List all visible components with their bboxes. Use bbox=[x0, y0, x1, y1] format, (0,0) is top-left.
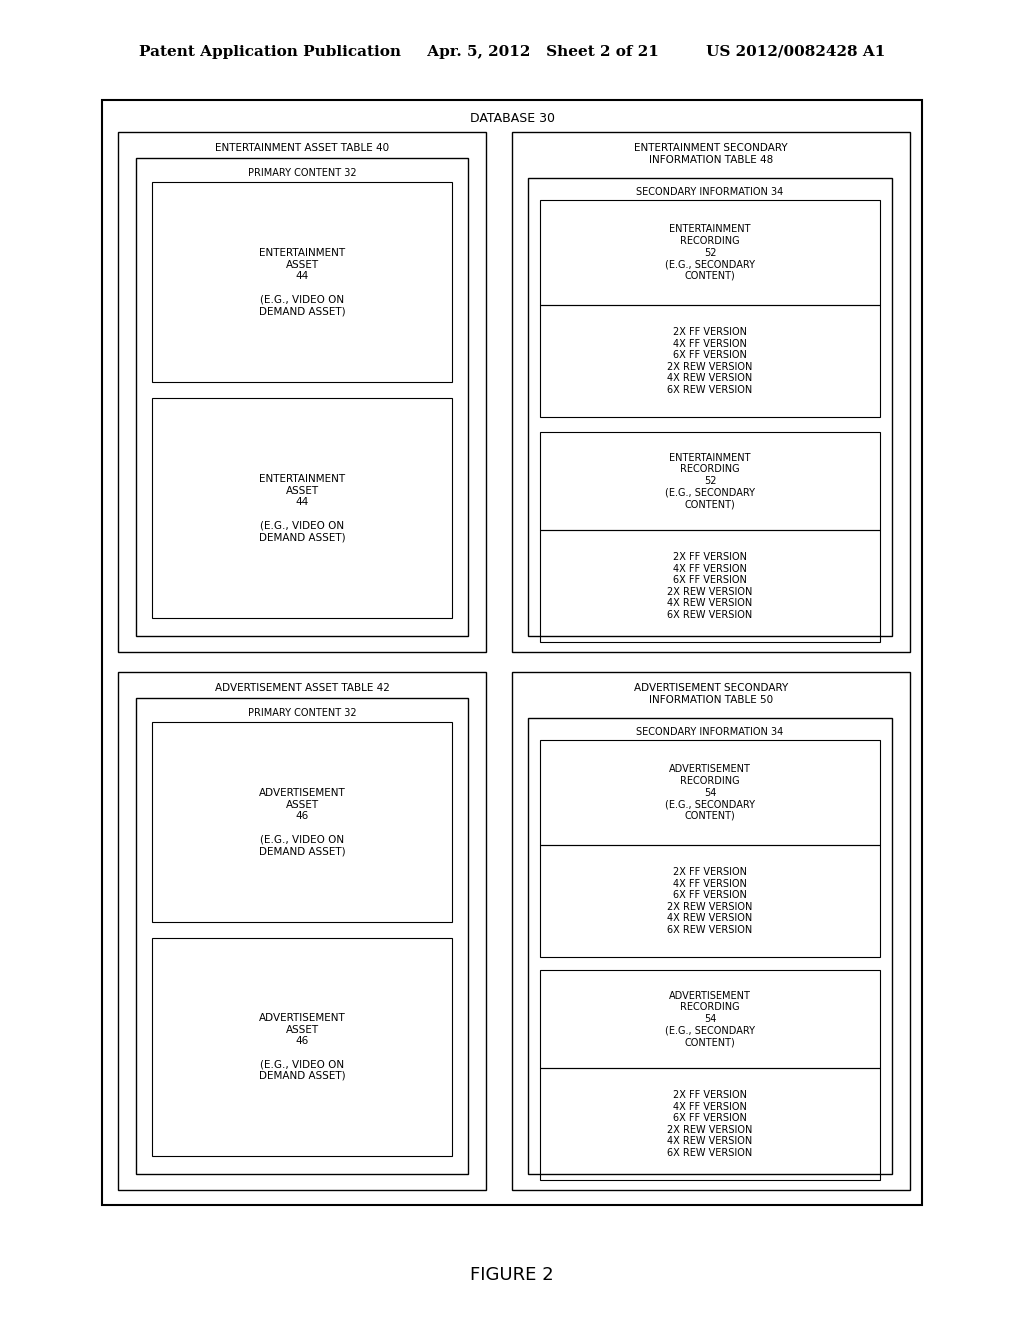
Bar bbox=[528, 718, 892, 1173]
Text: ADVERTISEMENT
ASSET
46

(E.G., VIDEO ON
DEMAND ASSET): ADVERTISEMENT ASSET 46 (E.G., VIDEO ON D… bbox=[259, 1012, 345, 1081]
Bar bbox=[152, 722, 452, 921]
Text: ENTERTAINMENT
ASSET
44

(E.G., VIDEO ON
DEMAND ASSET): ENTERTAINMENT ASSET 44 (E.G., VIDEO ON D… bbox=[259, 474, 345, 543]
Text: ENTERTAINMENT
RECORDING
52
(E.G., SECONDARY
CONTENT): ENTERTAINMENT RECORDING 52 (E.G., SECOND… bbox=[665, 224, 755, 281]
Text: ENTERTAINMENT
RECORDING
52
(E.G., SECONDARY
CONTENT): ENTERTAINMENT RECORDING 52 (E.G., SECOND… bbox=[665, 453, 755, 510]
Text: ADVERTISEMENT ASSET TABLE 42: ADVERTISEMENT ASSET TABLE 42 bbox=[215, 682, 389, 693]
Text: ADVERTISEMENT
ASSET
46

(E.G., VIDEO ON
DEMAND ASSET): ADVERTISEMENT ASSET 46 (E.G., VIDEO ON D… bbox=[259, 788, 345, 855]
Bar bbox=[136, 158, 468, 636]
Text: ENTERTAINMENT SECONDARY
INFORMATION TABLE 48: ENTERTAINMENT SECONDARY INFORMATION TABL… bbox=[634, 143, 787, 165]
Text: 2X FF VERSION
4X FF VERSION
6X FF VERSION
2X REW VERSION
4X REW VERSION
6X REW V: 2X FF VERSION 4X FF VERSION 6X FF VERSIO… bbox=[668, 867, 753, 935]
Bar bbox=[540, 531, 880, 642]
Bar bbox=[512, 132, 910, 652]
Bar bbox=[540, 845, 880, 957]
Text: 2X FF VERSION
4X FF VERSION
6X FF VERSION
2X REW VERSION
4X REW VERSION
6X REW V: 2X FF VERSION 4X FF VERSION 6X FF VERSIO… bbox=[668, 1090, 753, 1158]
Text: 2X FF VERSION
4X FF VERSION
6X FF VERSION
2X REW VERSION
4X REW VERSION
6X REW V: 2X FF VERSION 4X FF VERSION 6X FF VERSIO… bbox=[668, 552, 753, 620]
Text: ENTERTAINMENT
ASSET
44

(E.G., VIDEO ON
DEMAND ASSET): ENTERTAINMENT ASSET 44 (E.G., VIDEO ON D… bbox=[259, 248, 345, 315]
Bar bbox=[540, 432, 880, 531]
Text: SECONDARY INFORMATION 34: SECONDARY INFORMATION 34 bbox=[636, 187, 783, 197]
Bar bbox=[540, 305, 880, 417]
Text: Patent Application Publication     Apr. 5, 2012   Sheet 2 of 21         US 2012/: Patent Application Publication Apr. 5, 2… bbox=[139, 45, 885, 59]
Bar bbox=[540, 741, 880, 845]
Text: ADVERTISEMENT
RECORDING
54
(E.G., SECONDARY
CONTENT): ADVERTISEMENT RECORDING 54 (E.G., SECOND… bbox=[665, 764, 755, 821]
Bar bbox=[528, 178, 892, 636]
Bar bbox=[118, 672, 486, 1191]
Text: ENTERTAINMENT ASSET TABLE 40: ENTERTAINMENT ASSET TABLE 40 bbox=[215, 143, 389, 153]
Bar bbox=[152, 939, 452, 1156]
Text: SECONDARY INFORMATION 34: SECONDARY INFORMATION 34 bbox=[636, 727, 783, 737]
Text: FIGURE 2: FIGURE 2 bbox=[470, 1266, 554, 1284]
Text: PRIMARY CONTENT 32: PRIMARY CONTENT 32 bbox=[248, 708, 356, 718]
Bar bbox=[102, 100, 922, 1205]
Text: ADVERTISEMENT SECONDARY
INFORMATION TABLE 50: ADVERTISEMENT SECONDARY INFORMATION TABL… bbox=[634, 684, 788, 705]
Text: 2X FF VERSION
4X FF VERSION
6X FF VERSION
2X REW VERSION
4X REW VERSION
6X REW V: 2X FF VERSION 4X FF VERSION 6X FF VERSIO… bbox=[668, 327, 753, 395]
Bar bbox=[540, 201, 880, 305]
Bar bbox=[152, 399, 452, 618]
Bar bbox=[512, 672, 910, 1191]
Bar bbox=[118, 132, 486, 652]
Bar bbox=[152, 182, 452, 381]
Text: ADVERTISEMENT
RECORDING
54
(E.G., SECONDARY
CONTENT): ADVERTISEMENT RECORDING 54 (E.G., SECOND… bbox=[665, 991, 755, 1047]
Text: DATABASE 30: DATABASE 30 bbox=[469, 111, 555, 124]
Bar bbox=[540, 1068, 880, 1180]
Bar bbox=[540, 970, 880, 1068]
Bar bbox=[136, 698, 468, 1173]
Text: PRIMARY CONTENT 32: PRIMARY CONTENT 32 bbox=[248, 168, 356, 178]
